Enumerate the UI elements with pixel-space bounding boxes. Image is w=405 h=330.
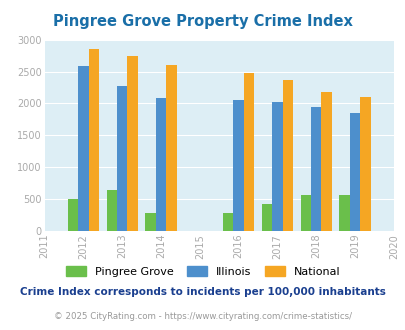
Bar (300, 195, 310, 231)
Bar (127, 56, 138, 231)
Bar (321, 92, 331, 231)
Bar (339, 195, 349, 231)
Bar (88, 49, 99, 231)
Bar (166, 65, 176, 231)
Bar (261, 204, 271, 231)
Bar (271, 102, 282, 231)
Bar (156, 98, 166, 231)
Bar (282, 81, 292, 231)
Text: Pingree Grove Property Crime Index: Pingree Grove Property Crime Index (53, 14, 352, 29)
Bar (359, 97, 370, 231)
Bar (349, 113, 359, 231)
Text: © 2025 CityRating.com - https://www.cityrating.com/crime-statistics/: © 2025 CityRating.com - https://www.city… (54, 312, 351, 321)
Bar (145, 213, 156, 231)
Bar (78, 66, 88, 231)
Bar (233, 100, 243, 231)
Bar (106, 189, 117, 231)
Bar (222, 213, 233, 231)
Bar (310, 107, 321, 231)
Bar (243, 73, 254, 231)
Bar (68, 199, 78, 231)
Legend: Pingree Grove, Illinois, National: Pingree Grove, Illinois, National (62, 261, 343, 281)
Text: Crime Index corresponds to incidents per 100,000 inhabitants: Crime Index corresponds to incidents per… (20, 287, 385, 297)
Bar (117, 86, 127, 231)
